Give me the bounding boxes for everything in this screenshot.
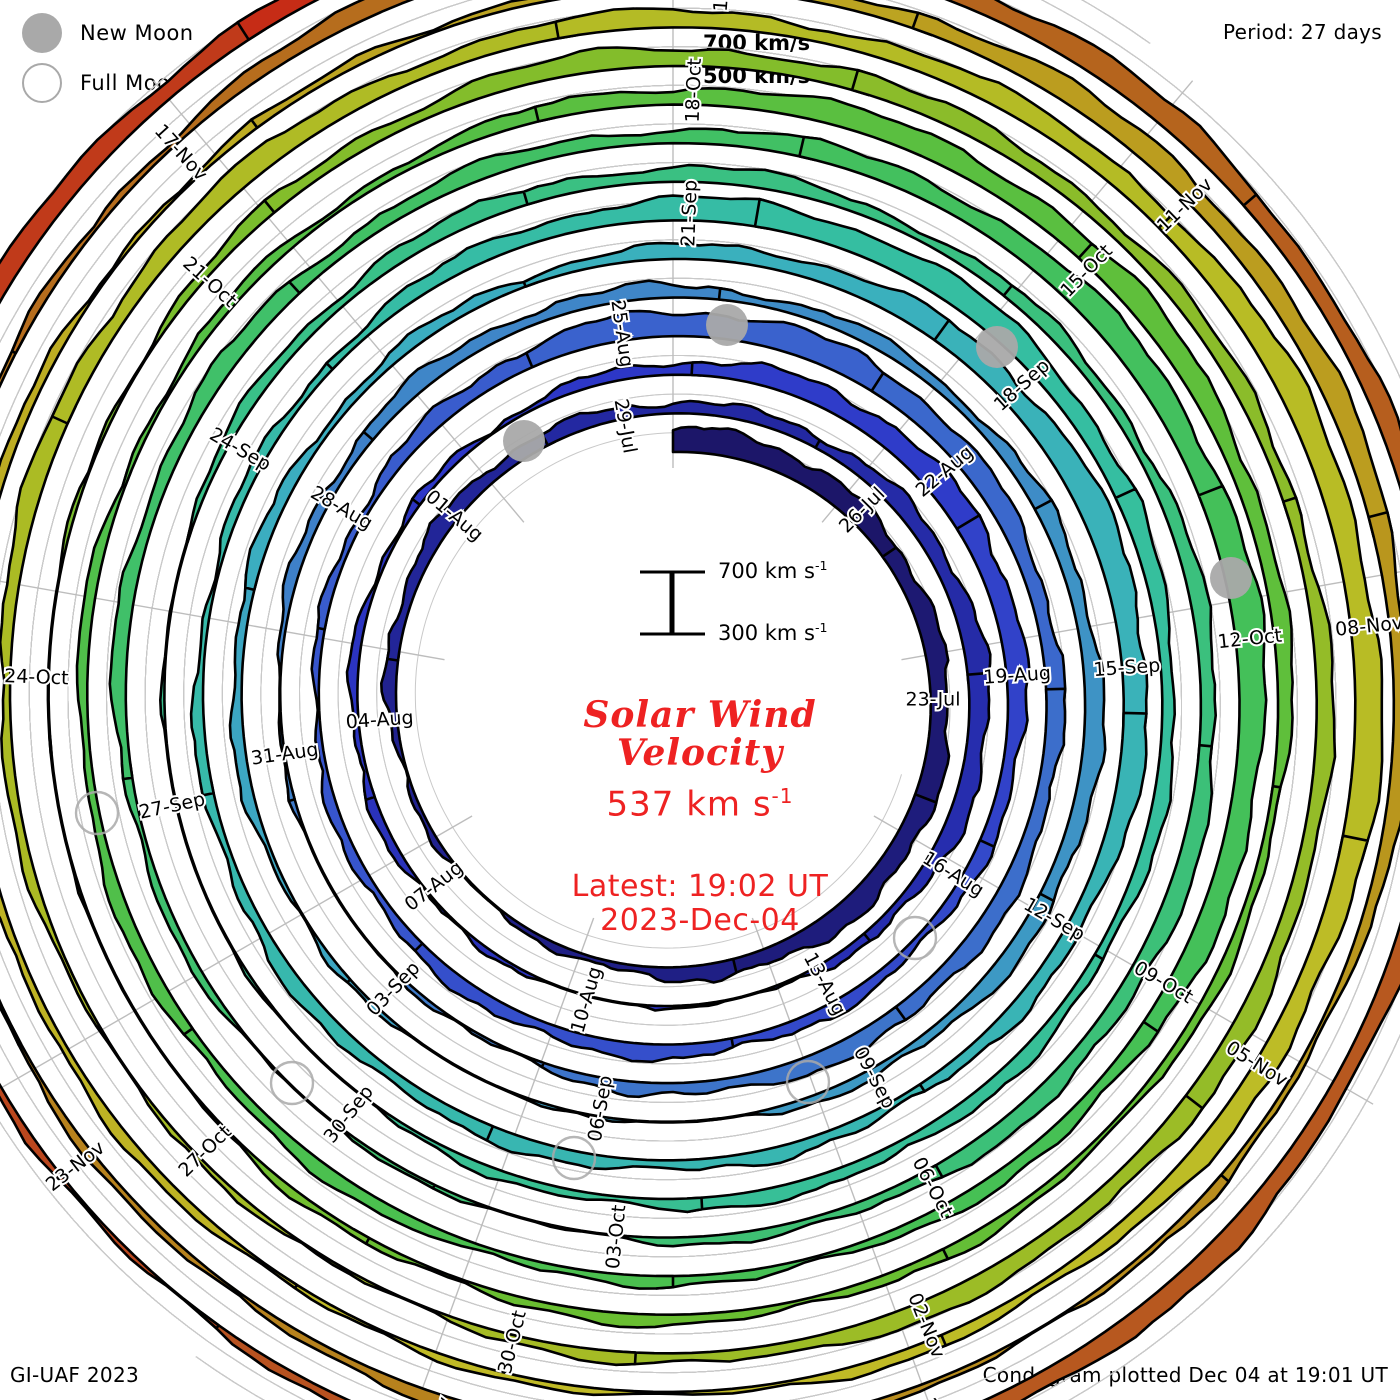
- date-label-halo: 29-Nov: [918, 1395, 962, 1400]
- date-label: 27-Oct: [174, 1121, 236, 1182]
- latest-line-1: Latest: 19:02 UT: [571, 869, 829, 905]
- scale-label-low: 300 km s-1: [718, 620, 828, 645]
- full-moon-marker: [269, 1060, 315, 1106]
- new-moon-icon: [22, 13, 62, 53]
- date-label: 25-Aug: [606, 298, 637, 368]
- new-moon-marker: [976, 326, 1018, 368]
- date-label-halo: 18-Oct: [682, 58, 706, 123]
- date-label: 03-Oct: [602, 1204, 631, 1270]
- full-moon-icon: [22, 63, 62, 103]
- page-title: Solar Wind Velocity: [400, 696, 1000, 772]
- date-label: 14-Nov: [710, 0, 737, 13]
- legend-item-new-moon: New Moon: [22, 8, 352, 58]
- date-label-halo: 15-Sep: [1093, 654, 1161, 681]
- date-label-halo: 26-Nov: [414, 1394, 456, 1400]
- title-line-1: Solar Wind: [583, 694, 817, 736]
- new-moon-marker: [503, 420, 545, 462]
- date-label: 18-Oct: [682, 58, 706, 123]
- date-label: 24-Oct: [4, 665, 69, 689]
- date-label-halo: 21-Sep: [677, 180, 701, 248]
- date-label-halo: 24-Oct: [4, 665, 69, 689]
- date-label: 19-Aug: [983, 662, 1052, 689]
- credit-label: GI-UAF 2023: [10, 1363, 139, 1387]
- scale-label-high: 700 km s-1: [718, 558, 828, 583]
- date-label: 29-Nov: [918, 1395, 962, 1400]
- period-label: Period: 27 days: [1223, 20, 1382, 44]
- scale-bar-icon: [640, 570, 705, 636]
- center-annotation: 700 km s-1 300 km s-1 Solar Wind Velocit…: [400, 558, 1000, 938]
- date-label: 04-Aug: [345, 707, 414, 734]
- full-moon-marker: [74, 790, 120, 836]
- date-label: 23-Jul: [905, 689, 960, 711]
- date-label: 26-Nov: [414, 1394, 456, 1400]
- full-moon-marker: [551, 1135, 597, 1181]
- moon-markers: [74, 304, 1252, 1181]
- current-velocity-value: 537 km s-1: [606, 784, 794, 825]
- date-label: 21-Sep: [677, 180, 701, 248]
- full-moon-marker: [892, 915, 938, 961]
- date-label: 27-Sep: [137, 788, 207, 823]
- new-moon-marker: [1210, 557, 1252, 599]
- date-label: 31-Aug: [250, 738, 320, 769]
- date-label-halo: 14-Nov: [710, 0, 737, 13]
- date-label: 15-Sep: [1093, 654, 1161, 681]
- radial-scale-bar: 700 km s-1 300 km s-1: [400, 558, 1000, 668]
- title-line-2: Velocity: [616, 732, 784, 774]
- latest-timestamp: Latest: 19:02 UT 2023-Dec-04: [400, 870, 1000, 938]
- date-label: 12-Oct: [1217, 625, 1283, 654]
- date-label-halo: 23-Jul: [905, 689, 960, 711]
- date-label: 17-Nov: [150, 120, 212, 185]
- new-moon-marker: [706, 304, 748, 346]
- date-label-halo: 04-Aug: [345, 707, 414, 734]
- latest-line-2: 2023-Dec-04: [600, 903, 800, 939]
- full-moon-marker: [785, 1059, 831, 1105]
- legend-label-new-moon: New Moon: [80, 21, 194, 45]
